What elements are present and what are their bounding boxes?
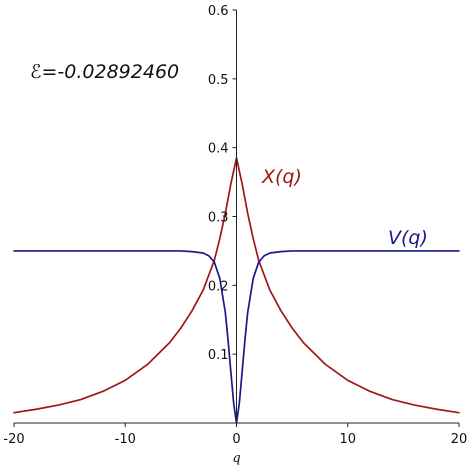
tick-layer: -20 -10 0 10 20 0.1 0.2 0.3 0.4 0.5 0.6 (3, 4, 467, 447)
x-tick-label: 20 (451, 432, 468, 447)
y-tick-label: 0.6 (208, 4, 229, 19)
series-label-v: V(q) (388, 227, 428, 249)
y-tick-label: 0.5 (208, 73, 229, 88)
x-tick-label: 10 (339, 432, 356, 447)
y-tick-label: 0.2 (208, 279, 229, 294)
energy-annotation: ℰ=-0.02892460 (30, 61, 179, 83)
series-label-x: X(q) (261, 166, 302, 188)
y-tick-label: 0.3 (208, 211, 229, 226)
x-tick-label: 0 (232, 432, 240, 447)
x-tick-label: -10 (115, 432, 136, 447)
x-axis-title: q (232, 451, 240, 466)
x-tick-label: -20 (3, 432, 24, 447)
y-tick-label: 0.4 (208, 142, 229, 157)
y-tick-label: 0.1 (208, 348, 229, 363)
